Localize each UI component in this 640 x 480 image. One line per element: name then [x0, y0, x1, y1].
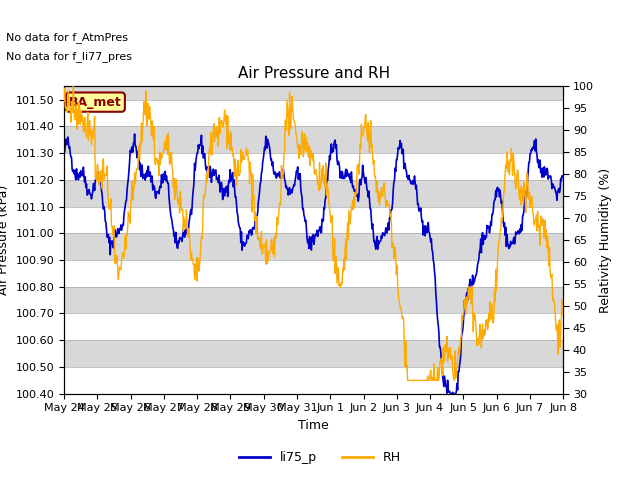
- X-axis label: Time: Time: [298, 419, 329, 432]
- Text: No data for f_li77_pres: No data for f_li77_pres: [6, 51, 132, 62]
- Title: Air Pressure and RH: Air Pressure and RH: [237, 66, 390, 81]
- Bar: [64, 367, 563, 394]
- Bar: [64, 233, 563, 260]
- Bar: [64, 260, 563, 287]
- Bar: [64, 313, 563, 340]
- Bar: [64, 340, 563, 367]
- Text: No data for f_AtmPres: No data for f_AtmPres: [6, 32, 129, 43]
- Bar: [64, 206, 563, 233]
- Bar: [64, 126, 563, 153]
- Legend: li75_p, RH: li75_p, RH: [234, 446, 406, 469]
- Bar: [64, 100, 563, 126]
- Bar: [64, 153, 563, 180]
- Text: BA_met: BA_met: [69, 96, 122, 108]
- Bar: [64, 287, 563, 313]
- Bar: [64, 180, 563, 206]
- Y-axis label: Relativity Humidity (%): Relativity Humidity (%): [600, 168, 612, 312]
- Y-axis label: Air Pressure (kPa): Air Pressure (kPa): [0, 185, 10, 295]
